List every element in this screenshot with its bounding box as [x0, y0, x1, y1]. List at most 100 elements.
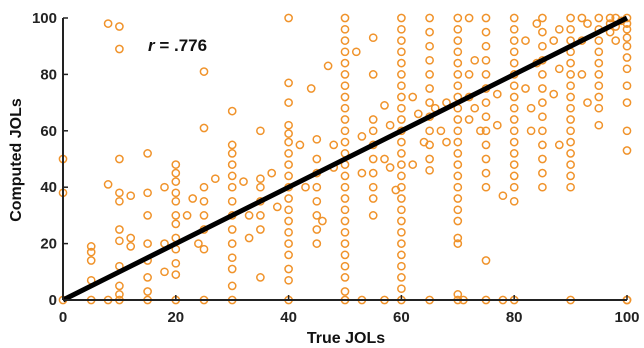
data-point [227, 182, 237, 192]
data-point [492, 120, 502, 130]
data-point [86, 247, 96, 257]
data-point [538, 41, 547, 51]
data-point [566, 182, 575, 192]
data-point [368, 154, 378, 164]
data-point [340, 171, 350, 181]
data-point [284, 205, 293, 215]
data-point [453, 149, 463, 158]
data-point [538, 182, 547, 192]
data-point [340, 115, 350, 124]
data-point [340, 103, 350, 113]
data-point [244, 211, 254, 220]
data-point [509, 81, 519, 91]
data-point [357, 168, 367, 178]
data-point [509, 13, 519, 23]
data-point [244, 233, 254, 243]
data-point [126, 242, 136, 251]
data-point [284, 227, 293, 237]
y-tick-label: 20 [40, 236, 57, 253]
data-point [380, 101, 389, 110]
data-point [284, 137, 293, 147]
data-point [509, 58, 519, 68]
data-point [425, 165, 434, 175]
data-point [509, 103, 519, 113]
data-point [329, 140, 339, 150]
data-point [340, 227, 350, 237]
data-point [453, 126, 463, 136]
x-tick-label: 80 [506, 309, 523, 326]
data-point [566, 149, 575, 158]
data-point [481, 182, 491, 192]
data-point [284, 120, 293, 130]
data-point [284, 149, 293, 158]
data-point [464, 13, 474, 23]
data-point [340, 24, 350, 34]
data-point [188, 194, 198, 203]
data-point [453, 160, 463, 169]
data-point [509, 47, 519, 57]
data-point [566, 137, 575, 147]
y-tick-label: 80 [40, 66, 57, 83]
data-point [272, 202, 282, 212]
data-point [86, 256, 96, 265]
data-point [368, 194, 378, 203]
data-point [566, 126, 575, 136]
data-point [577, 13, 587, 23]
data-point [521, 84, 530, 93]
data-point [340, 205, 350, 215]
data-point [239, 177, 248, 186]
data-point [312, 196, 322, 206]
data-point [622, 64, 632, 74]
data-point [115, 196, 124, 206]
data-point [594, 70, 604, 79]
data-point [340, 287, 350, 296]
data-point [549, 89, 559, 99]
data-point [622, 126, 632, 136]
data-point [425, 140, 434, 150]
data-point [368, 168, 378, 178]
data-point [566, 92, 575, 102]
data-point [312, 225, 322, 234]
data-point [380, 154, 389, 164]
data-point [397, 103, 406, 113]
data-point [554, 64, 564, 74]
data-point [171, 188, 181, 198]
data-point [611, 36, 621, 45]
data-point [464, 70, 474, 79]
data-point [425, 13, 434, 23]
data-point [115, 281, 124, 291]
x-tick-label: 60 [393, 309, 410, 326]
data-point [397, 92, 406, 102]
data-point [397, 70, 406, 79]
data-point [368, 211, 378, 220]
data-point [566, 81, 575, 91]
data-point [199, 244, 209, 254]
data-point [481, 27, 491, 37]
data-point [594, 13, 604, 23]
data-point [115, 22, 124, 31]
data-point [622, 98, 632, 107]
data-point [115, 290, 124, 299]
data-point [622, 146, 632, 155]
data-point [312, 134, 322, 144]
data-point [453, 290, 463, 299]
data-point [171, 196, 181, 206]
data-point [199, 196, 209, 206]
data-point [284, 239, 293, 248]
data-point [199, 182, 209, 192]
data-point [143, 211, 152, 220]
data-point [143, 239, 152, 248]
data-point [481, 98, 491, 107]
data-point [509, 92, 519, 102]
data-point [284, 275, 293, 285]
data-point [115, 154, 124, 164]
data-point [408, 92, 418, 102]
y-tick-label: 100 [32, 10, 57, 27]
data-point [351, 47, 361, 57]
data-point [312, 239, 322, 248]
data-point [227, 171, 237, 181]
data-point [312, 154, 322, 164]
data-point [227, 253, 237, 263]
data-point [538, 140, 547, 150]
